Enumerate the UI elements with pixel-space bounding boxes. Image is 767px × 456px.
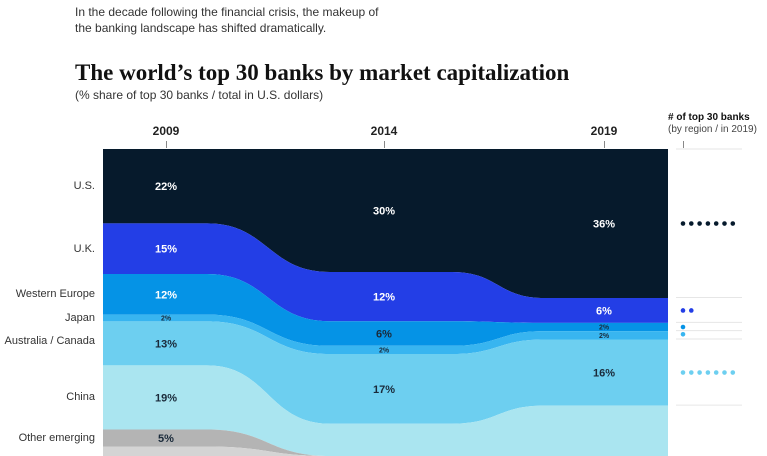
panel-subtitle: (by region / in 2019) <box>668 124 757 135</box>
panel-title: # of top 30 banks <box>668 112 750 123</box>
year-label-2009: 2009 <box>152 124 180 138</box>
band-china <box>103 365 668 456</box>
data-label: 30% <box>373 206 395 218</box>
data-label: 2% <box>161 316 172 323</box>
region-label: Japan <box>65 312 95 324</box>
region-label: China <box>66 391 95 404</box>
bank-dot <box>730 221 736 226</box>
band-western-europe <box>103 274 668 346</box>
band-u-k <box>103 223 668 323</box>
data-label: 6% <box>376 329 392 341</box>
region-label: Australia / Canada <box>4 335 96 348</box>
bank-dot <box>689 221 694 226</box>
data-label: 19% <box>155 392 177 404</box>
year-label-2019: 2019 <box>590 124 618 138</box>
bank-dot <box>730 370 736 375</box>
bank-dot <box>680 324 686 330</box>
data-label: 2% <box>379 347 390 354</box>
bank-dot <box>705 370 711 375</box>
bank-dot <box>697 221 702 226</box>
data-label: 17% <box>373 384 395 396</box>
band-other-emerging <box>103 429 668 456</box>
bank-dot <box>722 221 727 226</box>
data-label: 15% <box>155 244 177 256</box>
panel-tick <box>683 141 684 148</box>
bank-dot <box>680 308 686 313</box>
data-label: 12% <box>373 292 395 304</box>
intro-text: In the decade following the financial cr… <box>75 5 379 35</box>
data-label: 6% <box>596 305 612 317</box>
region-label: U.K. <box>73 242 95 255</box>
bank-dot <box>713 221 719 226</box>
data-label: 16% <box>593 368 615 380</box>
data-label: 12% <box>155 289 177 301</box>
data-label: 13% <box>155 338 177 350</box>
bank-dot <box>705 221 711 226</box>
panel-header: # of top 30 banks (by region / in 2019) <box>668 112 757 136</box>
year-tick <box>166 141 167 148</box>
data-label: 2% <box>599 333 610 340</box>
bank-dot <box>697 370 702 375</box>
bank-dot <box>680 370 686 375</box>
chart-title: The world’s top 30 banks by market capit… <box>75 60 570 85</box>
region-label: Other emerging <box>18 431 95 444</box>
band-australia-canada <box>103 321 668 424</box>
year-label-2014: 2014 <box>370 124 398 138</box>
bank-dot <box>680 221 686 226</box>
region-label: U.S. <box>73 180 95 193</box>
chart-subtitle: (% share of top 30 banks / total in U.S.… <box>75 88 324 102</box>
data-label: 2% <box>599 325 610 332</box>
year-tick <box>604 141 605 148</box>
band-japan <box>103 314 668 354</box>
bank-dot <box>689 308 694 313</box>
bank-dot <box>680 332 686 337</box>
bank-dot <box>722 370 727 375</box>
data-label: 22% <box>155 181 177 193</box>
bank-dot <box>713 370 719 375</box>
data-label: 5% <box>158 433 174 445</box>
data-label: 36% <box>593 219 615 231</box>
region-label: Western Europe <box>15 288 95 301</box>
bank-dot <box>689 370 694 375</box>
year-tick <box>384 141 385 148</box>
band-u-s <box>103 149 668 299</box>
band-other <box>103 446 668 456</box>
